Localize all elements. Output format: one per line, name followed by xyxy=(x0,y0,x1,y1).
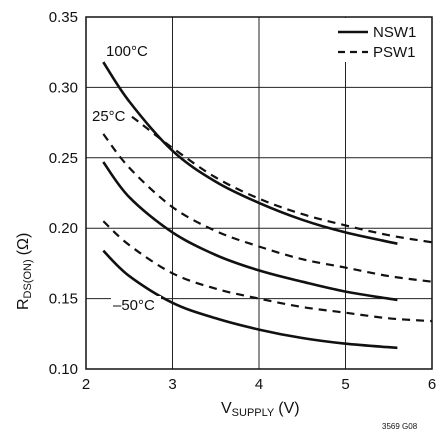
curve-psw1-25c xyxy=(102,133,433,283)
curve-nsw1-minus50c xyxy=(102,249,398,350)
plot-frame xyxy=(85,16,433,370)
legend-label-psw1: PSW1 xyxy=(373,44,416,61)
y-axis-title: RDS(ON)(Ω) xyxy=(15,233,34,310)
x-tick-label: 2 xyxy=(82,376,90,393)
y-tick-label: 0.15 xyxy=(49,291,78,308)
y-tick-labels: 0.10 0.15 0.20 0.25 0.30 0.35 xyxy=(49,9,78,378)
y-tick-label: 0.35 xyxy=(49,9,78,26)
annotation-100c: 100°C xyxy=(106,43,148,60)
grid-lines xyxy=(86,17,432,369)
legend: NSW1 PSW1 xyxy=(330,18,431,62)
x-tick-labels: 2 3 4 5 6 xyxy=(82,376,436,393)
y-tick-label: 0.30 xyxy=(49,79,78,96)
annotation-bg-minus50c xyxy=(111,296,161,314)
x-tick-label: 4 xyxy=(255,376,263,393)
y-tick-label: 0.20 xyxy=(49,220,78,237)
x-tick-label: 6 xyxy=(428,376,436,393)
annotation-bg-100c xyxy=(104,42,152,60)
x-tick-label: 5 xyxy=(341,376,349,393)
x-axis-title: VSUPPLY (V) xyxy=(221,400,300,419)
data-curves xyxy=(102,61,433,350)
annotation-25c: 25°C xyxy=(92,108,126,125)
x-tick-label: 3 xyxy=(168,376,176,393)
figure-id: 3569 G08 xyxy=(382,422,418,431)
curve-nsw1-100c xyxy=(102,61,398,245)
y-tick-label: 0.25 xyxy=(49,150,78,167)
legend-label-nsw1: NSW1 xyxy=(373,24,416,41)
curve-psw1-minus50c xyxy=(102,220,433,323)
curve-nsw1-25c xyxy=(102,161,398,302)
annotation-bg-25c xyxy=(90,107,130,125)
legend-background xyxy=(330,18,431,62)
curve-psw1-100c xyxy=(119,107,433,244)
annotation-minus50c: –50°C xyxy=(113,297,155,314)
y-tick-label: 0.10 xyxy=(49,361,78,378)
